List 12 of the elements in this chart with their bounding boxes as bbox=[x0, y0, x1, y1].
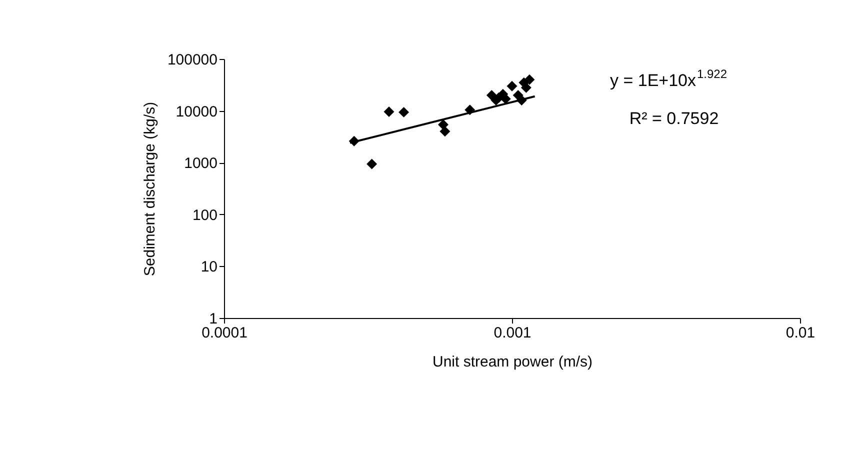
y-tick-label: 10 bbox=[200, 258, 218, 276]
x-axis-title: Unit stream power (m/s) bbox=[432, 354, 593, 370]
annotation: R² = 0.7592 bbox=[629, 109, 719, 128]
y-tick-label: 1 bbox=[209, 310, 218, 328]
y-tick-label: 10000 bbox=[176, 103, 218, 120]
y-tick-label: 100 bbox=[192, 206, 218, 224]
y-tick-label: 100000 bbox=[167, 52, 218, 68]
y-axis-title: Sediment discharge (kg/s) bbox=[141, 102, 158, 276]
x-tick-label: 0.001 bbox=[494, 324, 532, 342]
y-tick-label: 1000 bbox=[184, 155, 218, 172]
x-tick-label: 0.0001 bbox=[202, 324, 248, 342]
x-tick-label: 0.01 bbox=[786, 324, 816, 342]
